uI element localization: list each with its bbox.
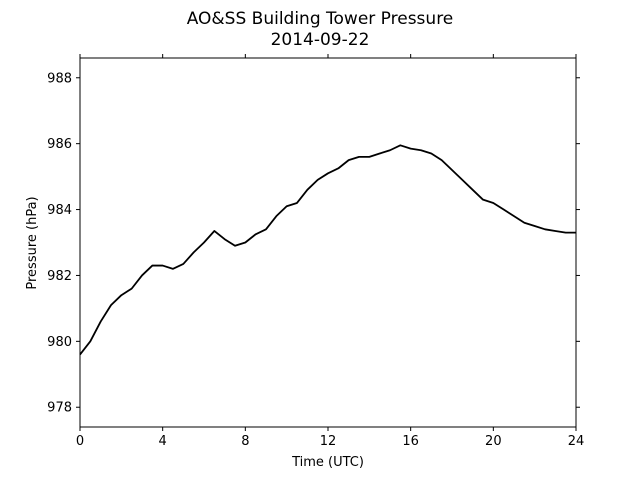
x-tick-label: 4 [159,434,167,449]
y-tick-label: 982 [47,269,72,284]
x-tick-label: 12 [320,434,337,449]
y-tick-label: 980 [47,335,72,350]
chart-subtitle: 2014-09-22 [271,30,370,50]
y-tick-label: 984 [47,203,72,218]
x-tick-label: 16 [402,434,419,449]
x-axis-label: Time (UTC) [291,455,364,470]
y-tick-label: 988 [47,71,72,86]
pressure-series-line [79,144,576,356]
plot-frame [79,57,577,428]
x-tick-label: 24 [568,434,585,449]
y-tick-label: 978 [47,401,72,416]
x-axis: 0 4 8 12 16 20 24 [76,54,584,449]
y-axis-label: Pressure (hPa) [25,196,40,289]
y-axis: 978 980 982 984 986 988 [47,71,580,416]
chart-title: AO&SS Building Tower Pressure [187,9,454,29]
x-tick-label: 20 [485,434,502,449]
x-tick-label: 0 [76,434,84,449]
x-tick-label: 8 [241,434,249,449]
y-tick-label: 986 [47,137,72,152]
